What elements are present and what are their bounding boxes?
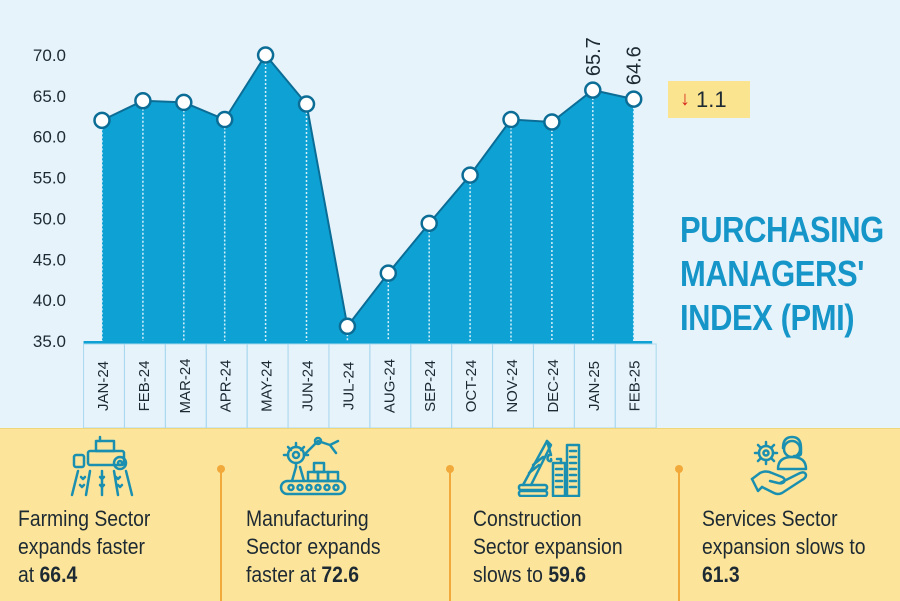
sector-panel: Farming Sector expands faster at 66.4 Ma… xyxy=(0,428,900,601)
sector-line: at 66.4 xyxy=(18,561,150,589)
x-tick-label: NOV-24 xyxy=(504,359,521,412)
pmi-chart: 70.0 65.0 60.0 55.0 50.0 45.0 40.0 35.0 JAN-24 F… xyxy=(33,37,657,429)
sector-value: 72.6 xyxy=(321,562,360,587)
data-point xyxy=(134,92,152,110)
sector-services: Services Sector expansion slows to 61.3 xyxy=(680,429,900,601)
y-tick-label: 55.0 xyxy=(33,169,66,188)
x-tick-label: SEP-24 xyxy=(422,360,439,412)
x-tick-label: DEC-24 xyxy=(545,359,562,412)
sector-line: expands faster xyxy=(18,534,145,559)
data-label: 64.6 xyxy=(624,46,646,85)
sector-text: Construction Sector expansion slows to 5… xyxy=(473,505,623,589)
x-tick-label: JAN-24 xyxy=(95,361,112,411)
sector-value: 61.3 xyxy=(702,562,740,587)
down-arrow-icon: ↓ xyxy=(680,88,690,110)
sector-line: expansion slows to xyxy=(702,534,866,559)
x-tick-label: FEB-25 xyxy=(627,361,644,412)
crane-building-icon xyxy=(517,439,581,497)
y-tick-label: 70.0 xyxy=(33,46,66,65)
sector-prefix: faster at xyxy=(246,562,322,587)
x-tick-label: FEB-24 xyxy=(136,361,153,412)
sector-prefix: at xyxy=(18,562,40,587)
x-tick-label: OCT-24 xyxy=(463,360,480,413)
data-labels: 65.7 64.6 xyxy=(583,37,646,85)
sector-line: Farming Sector xyxy=(18,506,151,531)
data-point xyxy=(93,111,111,130)
data-point xyxy=(420,214,438,233)
x-tick-label: JAN-25 xyxy=(586,361,603,411)
sector-manufacturing: Manufacturing Sector expands faster at 7… xyxy=(222,429,448,601)
title-line-3: INDEX (PMI) xyxy=(680,297,855,338)
y-tick-label: 40.0 xyxy=(33,291,66,310)
x-tick-label: MAY-24 xyxy=(259,360,276,412)
sector-text: Manufacturing Sector expands faster at 7… xyxy=(246,505,381,589)
area-fill xyxy=(102,55,634,341)
data-point xyxy=(338,317,357,336)
y-tick-label: 50.0 xyxy=(33,209,66,228)
data-point xyxy=(543,113,561,131)
sector-line: 61.3 xyxy=(702,561,866,589)
data-point xyxy=(461,166,479,184)
x-tick-label: JUN-24 xyxy=(300,361,317,412)
sector-text: Farming Sector expands faster at 66.4 xyxy=(18,505,150,589)
divider xyxy=(217,465,225,601)
data-label: 65.7 xyxy=(583,37,605,76)
sector-line: Manufacturing xyxy=(246,506,369,531)
change-badge: ↓ 1.1 xyxy=(668,81,750,118)
sector-line: Sector expands xyxy=(246,534,381,559)
data-point xyxy=(175,93,193,112)
x-tick-label: AUG-24 xyxy=(381,359,398,413)
data-point xyxy=(379,264,398,282)
chart-title: PURCHASING MANAGERS' INDEX (PMI) xyxy=(680,208,884,340)
sector-line: faster at 72.6 xyxy=(246,561,381,589)
data-point xyxy=(624,90,643,108)
sector-construction: Construction Sector expansion slows to 5… xyxy=(451,429,676,601)
title-line-1: PURCHASING xyxy=(680,209,884,250)
tractor-field-icon xyxy=(70,435,134,497)
sector-line: slows to 59.6 xyxy=(473,561,623,589)
x-tick-label: JUL-24 xyxy=(340,362,357,410)
sector-value: 59.6 xyxy=(548,562,587,587)
data-point xyxy=(215,110,234,129)
change-value: 1.1 xyxy=(696,86,727,112)
x-axis: JAN-24 FEB-24 MAR-24 APR-24 MAY-24 JUN-24 JUL-… xyxy=(83,341,657,429)
sector-line: Sector expansion xyxy=(473,534,623,559)
x-tick-label: APR-24 xyxy=(218,360,235,413)
y-tick-label: 45.0 xyxy=(33,250,66,269)
data-point xyxy=(256,46,275,64)
sector-prefix: slows to xyxy=(473,562,549,587)
divider xyxy=(675,465,683,601)
data-point xyxy=(297,95,316,113)
x-tick-label: MAR-24 xyxy=(177,358,194,413)
data-point xyxy=(502,110,520,129)
robot-arm-conveyor-icon xyxy=(279,436,347,496)
sector-line: Services Sector xyxy=(702,506,838,531)
divider xyxy=(446,465,454,601)
markers xyxy=(93,46,643,336)
x-axis-baseline xyxy=(83,341,653,344)
y-tick-label: 35.0 xyxy=(33,332,66,351)
y-tick-label: 60.0 xyxy=(33,128,66,147)
sector-line: Construction xyxy=(473,506,582,531)
service-hand-icon xyxy=(750,435,808,496)
title-line-2: MANAGERS' xyxy=(680,253,865,294)
y-tick-label: 65.0 xyxy=(33,87,66,106)
y-axis: 70.0 65.0 60.0 55.0 50.0 45.0 40.0 35.0 xyxy=(33,46,66,351)
sector-farming: Farming Sector expands faster at 66.4 xyxy=(0,429,220,601)
data-point xyxy=(584,81,602,99)
sector-value: 66.4 xyxy=(39,562,78,587)
sector-text: Services Sector expansion slows to 61.3 xyxy=(702,505,866,589)
